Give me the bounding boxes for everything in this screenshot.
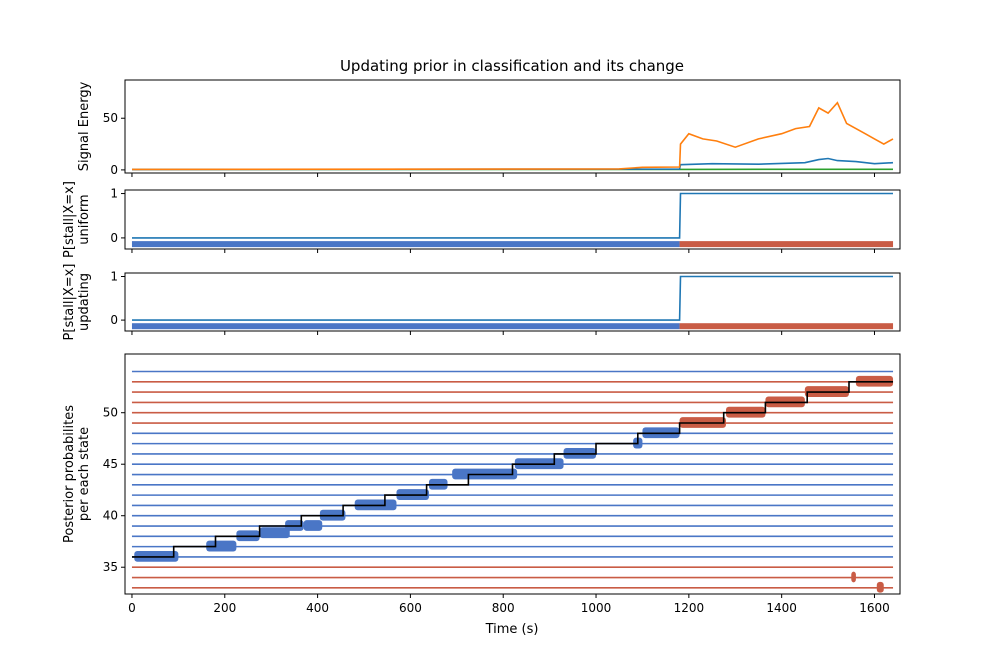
axes-frame <box>124 79 901 174</box>
axes-frame <box>124 189 901 250</box>
x-tick-label: 1200 <box>674 601 705 615</box>
state-bar-segment <box>679 241 894 248</box>
posterior-blob <box>206 540 237 552</box>
x-tick-label: 800 <box>492 601 515 615</box>
y-axis-label: updating <box>77 273 92 331</box>
y-tick-label: 40 <box>103 509 118 523</box>
y-tick-label: 0 <box>110 163 118 177</box>
series-line <box>132 275 893 321</box>
y-tick-label: 50 <box>103 111 118 125</box>
x-axis-label: Time (s) <box>485 622 539 637</box>
y-tick-label: 0 <box>110 231 118 245</box>
y-tick-label: 35 <box>103 560 118 574</box>
axes-frame <box>124 353 901 595</box>
y-tick-label: 45 <box>103 457 118 471</box>
y-axis-label: per each state <box>77 427 92 521</box>
posterior-blob <box>303 520 323 531</box>
updating-prior-panel: 0 1 P[stall|X=x] updating <box>62 264 901 341</box>
posterior-blob <box>876 581 884 593</box>
x-tick-label: 1400 <box>766 601 797 615</box>
y-tick-label: 1 <box>110 187 118 201</box>
series-line <box>132 192 893 239</box>
x-tick-label: 1600 <box>859 601 890 615</box>
y-tick-label: 1 <box>110 269 118 283</box>
posterior-panel: 35 40 45 50 0 200 400 600 800 1000 1200 1400 1600 Pos… <box>62 353 901 615</box>
state-bar-segment <box>131 323 680 330</box>
true-state-step <box>132 380 893 558</box>
x-tick-label: 200 <box>213 601 236 615</box>
axes-frame <box>124 272 901 332</box>
x-tick-label: 400 <box>306 601 329 615</box>
y-tick-label: 50 <box>103 406 118 420</box>
chart-title: Updating prior in classification and its… <box>340 57 684 75</box>
y-axis-label: Posterior probabilites <box>62 405 77 543</box>
y-axis-label: uniform <box>77 194 92 244</box>
x-tick-label: 1000 <box>581 601 612 615</box>
signal-energy-panel: 0 50 Signal Energy <box>77 79 901 177</box>
state-bar-segment <box>131 241 680 248</box>
series-line <box>131 157 894 171</box>
uniform-prior-panel: 0 1 P[stall|X=x] uniform <box>62 181 901 258</box>
state-bar-segment <box>679 323 894 330</box>
posterior-blob <box>259 527 290 539</box>
posterior-blob <box>851 571 856 583</box>
y-axis-label: Signal Energy <box>77 81 92 171</box>
series-line <box>131 101 894 171</box>
x-tick-label: 0 <box>128 601 136 615</box>
y-tick-label: 0 <box>110 313 118 327</box>
y-axis-label: P[stall|X=x] <box>62 264 77 341</box>
y-axis-label: P[stall|X=x] <box>62 181 77 258</box>
x-tick-label: 600 <box>399 601 422 615</box>
